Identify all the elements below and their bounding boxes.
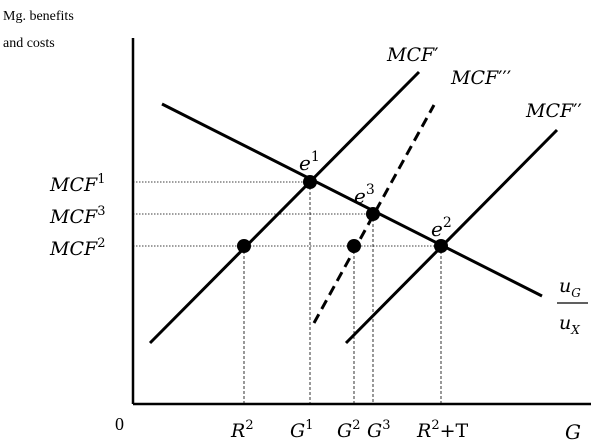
x-tick-r2t: R2+T <box>416 418 469 442</box>
mcf-double-prime-label: MCF′′ <box>525 100 582 122</box>
e2-label: e2 <box>431 215 452 241</box>
mcf-double-prime-curve <box>344 128 559 345</box>
mcf-triple-prime-label: MCF′′′ <box>450 67 511 89</box>
x-tick-g3: G3 <box>367 418 390 442</box>
r2-point <box>237 239 251 253</box>
e3-point <box>366 207 380 221</box>
x-axis-label: G <box>565 420 581 444</box>
x-tick-g1: G1 <box>290 418 313 442</box>
benefit-label: uG uX <box>557 275 588 337</box>
benefit-numerator: uG <box>559 275 581 300</box>
benefit-denominator: uX <box>559 312 580 337</box>
y-tick-mcf2: MCF2 <box>49 236 105 260</box>
x-tick-g2: G2 <box>337 418 360 442</box>
g2-point <box>347 239 361 253</box>
y-axis-label-line2: and costs <box>3 36 55 51</box>
e1-point <box>303 175 317 189</box>
e2-point <box>434 239 448 253</box>
mcf-triple-prime-curve <box>312 104 436 324</box>
mcf-prime-curve <box>148 70 421 345</box>
origin-label: 0 <box>115 414 124 434</box>
e3-label: e3 <box>354 182 375 208</box>
benefit-curve <box>161 102 543 298</box>
y-tick-mcf3: MCF3 <box>49 204 105 228</box>
mcf-prime-label: MCF′ <box>386 44 439 66</box>
e1-label: e1 <box>299 149 320 175</box>
y-tick-mcf1: MCF1 <box>49 172 105 196</box>
x-tick-r2: R2 <box>230 418 254 442</box>
y-axis-label-line1: Mg. benefits <box>3 9 74 24</box>
